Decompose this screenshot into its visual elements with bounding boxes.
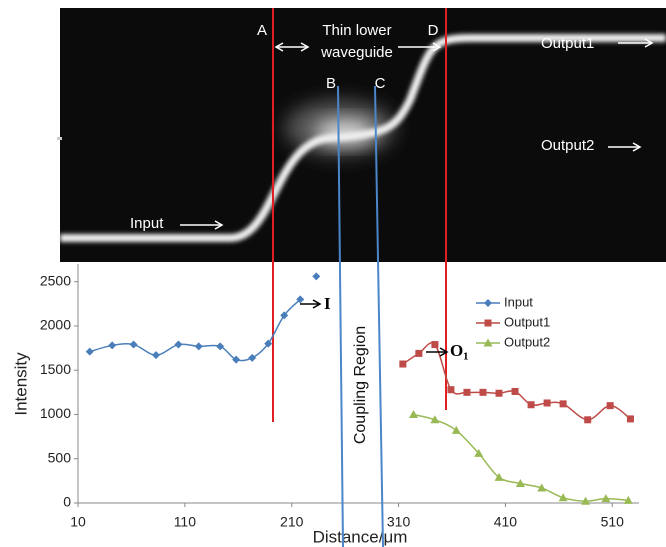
data-point	[108, 341, 117, 350]
data-point	[581, 496, 591, 505]
x-tick-label: 510	[601, 514, 625, 530]
data-point	[537, 483, 547, 492]
data-point	[129, 340, 138, 349]
legend-marker	[483, 338, 493, 347]
data-point	[601, 494, 611, 503]
input-label: Input	[130, 215, 164, 232]
data-point	[232, 355, 241, 364]
data-point	[280, 311, 289, 320]
legend-marker	[484, 299, 492, 307]
arrow-head	[439, 347, 449, 357]
x-tick-label: 10	[70, 514, 86, 530]
x-axis-label: Distance/μm	[313, 527, 408, 546]
data-point	[515, 479, 525, 488]
coupling-line	[337, 85, 344, 547]
x-tick-label: 310	[387, 514, 411, 530]
marker-label: B	[326, 75, 336, 92]
data-point	[415, 349, 423, 357]
series-line	[90, 276, 317, 360]
coupling-line	[374, 85, 384, 547]
y-tick-label: 500	[48, 449, 72, 465]
data-point	[399, 360, 407, 368]
data-point	[626, 415, 634, 423]
data-point	[527, 401, 535, 409]
legend-label: Input	[504, 294, 533, 309]
y-tick-label: 1500	[40, 361, 71, 377]
arrow-head	[214, 220, 224, 230]
annotation: O	[450, 341, 463, 360]
marker-label: A	[257, 22, 267, 39]
data-point	[174, 340, 183, 349]
y-tick-label: 0	[63, 494, 71, 510]
annotation-subscript: 1	[463, 351, 469, 363]
data-point	[85, 347, 94, 356]
y-tick-label: 2000	[40, 317, 71, 333]
data-point	[152, 351, 161, 360]
data-point	[264, 339, 273, 348]
arrow-head	[300, 42, 310, 52]
data-point	[296, 295, 305, 304]
y-axis-label: Intensity	[11, 352, 30, 416]
legend-marker	[484, 319, 492, 327]
y-tick-label: 1000	[40, 405, 71, 421]
legend-label: Output2	[504, 334, 550, 349]
legend-label: Output1	[504, 314, 550, 329]
y-tick-label: 2500	[40, 272, 71, 288]
x-tick-label: 210	[280, 514, 304, 530]
output-label: Output1	[541, 35, 594, 52]
data-point	[248, 353, 257, 362]
data-point	[623, 495, 633, 504]
data-point	[447, 386, 455, 394]
data-point	[495, 389, 503, 397]
arrow-head	[632, 142, 642, 152]
series-line	[402, 342, 631, 421]
data-point	[511, 387, 519, 395]
data-point	[451, 425, 461, 434]
data-point	[606, 402, 614, 410]
caption: waveguide	[320, 44, 393, 61]
data-point	[584, 416, 592, 424]
data-point	[479, 388, 487, 396]
data-point	[494, 472, 504, 481]
arrow-head	[312, 299, 322, 309]
data-point	[558, 493, 568, 502]
data-point	[194, 342, 203, 351]
marker-label: D	[428, 22, 439, 39]
output-label: Output2	[541, 137, 594, 154]
data-point	[559, 400, 567, 408]
caption: Thin lower	[322, 22, 391, 39]
series-line	[413, 413, 629, 502]
x-tick-label: 110	[174, 514, 197, 530]
arrow-head	[432, 42, 442, 52]
data-point	[312, 272, 321, 281]
annotation: Coupling Region	[352, 326, 369, 444]
edge-mark	[57, 137, 62, 140]
data-point	[543, 399, 551, 407]
input-output1-waveguide	[60, 34, 666, 242]
micrograph	[57, 8, 666, 262]
data-point	[409, 409, 419, 418]
arrow-head	[644, 38, 654, 48]
data-point	[430, 415, 440, 424]
data-point	[431, 341, 439, 349]
x-tick-label: 410	[494, 514, 518, 530]
data-point	[463, 388, 471, 396]
annotation: I	[324, 294, 331, 313]
marker-label: C	[375, 75, 386, 92]
data-point	[474, 448, 484, 457]
data-point	[216, 342, 225, 351]
